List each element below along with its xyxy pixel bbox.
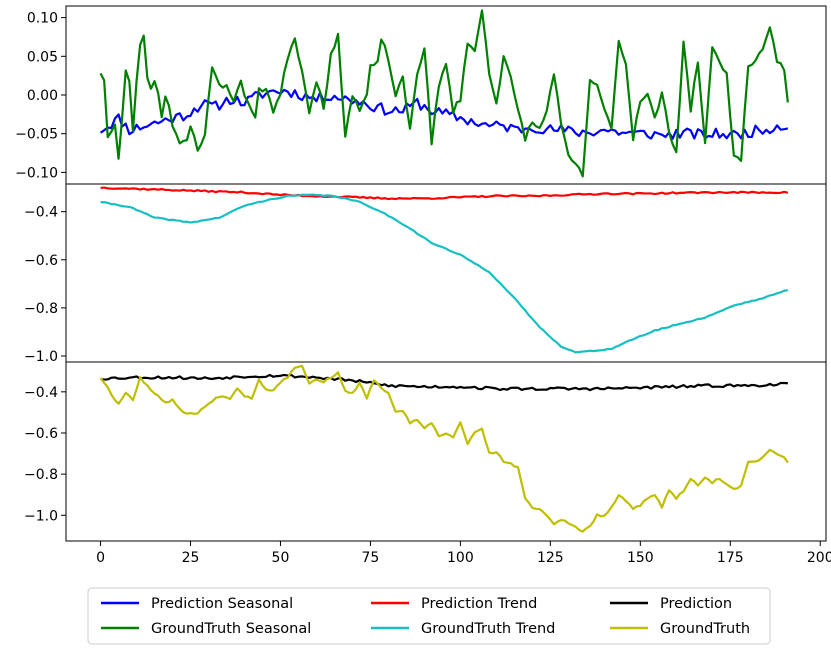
y-tick-label: 0.05 bbox=[27, 49, 58, 65]
y-tick-label: −0.8 bbox=[24, 467, 58, 483]
series-line-groundtruth-trend bbox=[100, 193, 788, 354]
y-tick-label: −0.4 bbox=[24, 205, 58, 221]
legend-label: GroundTruth Trend bbox=[421, 621, 555, 637]
x-tick-label: 200 bbox=[807, 550, 831, 566]
seasonal-panel: 0.10 0.05 0.00 −0.05 −0.10 bbox=[15, 5, 827, 185]
legend-label: Prediction Trend bbox=[421, 596, 537, 612]
series-line-groundtruth bbox=[99, 364, 789, 533]
y-tick-label: −1.0 bbox=[24, 349, 58, 365]
x-tick-label: 50 bbox=[272, 550, 290, 566]
y-tick-label: −0.6 bbox=[24, 253, 58, 269]
y-tick-label: −0.10 bbox=[15, 165, 58, 181]
panel-frame bbox=[65, 361, 827, 542]
legend: Prediction Seasonal Prediction Trend Predi… bbox=[87, 587, 771, 645]
plot-panels: 0.100.050.00−0.05−0.10−0.4−0.6−0.8−1.0−0… bbox=[15, 5, 831, 566]
series-line-groundtruth-seasonal bbox=[99, 9, 789, 178]
legend-box bbox=[87, 587, 771, 645]
y-tick-label: −0.05 bbox=[15, 127, 58, 143]
x-tick-label: 150 bbox=[627, 550, 654, 566]
series-line-prediction bbox=[100, 373, 788, 392]
x-tick-label: 125 bbox=[537, 550, 564, 566]
x-tick-label: 75 bbox=[362, 550, 380, 566]
series-line-prediction-seasonal bbox=[99, 88, 789, 140]
x-tick-label: 0 bbox=[96, 550, 105, 566]
y-tick-label: −1.0 bbox=[24, 508, 58, 524]
legend-label: GroundTruth bbox=[660, 621, 750, 637]
panel-frame bbox=[65, 5, 827, 185]
series-line-prediction-trend bbox=[100, 186, 789, 201]
x-tick-label: 25 bbox=[182, 550, 200, 566]
trend-panel: −0.4 −0.6 −0.8 −1.0 bbox=[24, 183, 827, 365]
y-tick-label: −0.6 bbox=[24, 426, 58, 442]
x-tick-label: 175 bbox=[717, 550, 744, 566]
y-tick-label: −0.4 bbox=[24, 385, 58, 401]
legend-label: Prediction Seasonal bbox=[151, 596, 293, 612]
legend-label: GroundTruth Seasonal bbox=[151, 621, 311, 637]
combined-panel: −0.4 −0.6 −0.8 −1.0 0 25 50 75 100 125 150 175 200 bbox=[24, 361, 831, 566]
legend-label: Prediction bbox=[660, 596, 732, 612]
y-tick-label: 0.00 bbox=[27, 88, 58, 104]
x-tick-label: 100 bbox=[447, 550, 474, 566]
y-tick-label: −0.8 bbox=[24, 301, 58, 317]
panel-frame bbox=[65, 183, 827, 363]
y-tick-label: 0.10 bbox=[27, 11, 58, 27]
